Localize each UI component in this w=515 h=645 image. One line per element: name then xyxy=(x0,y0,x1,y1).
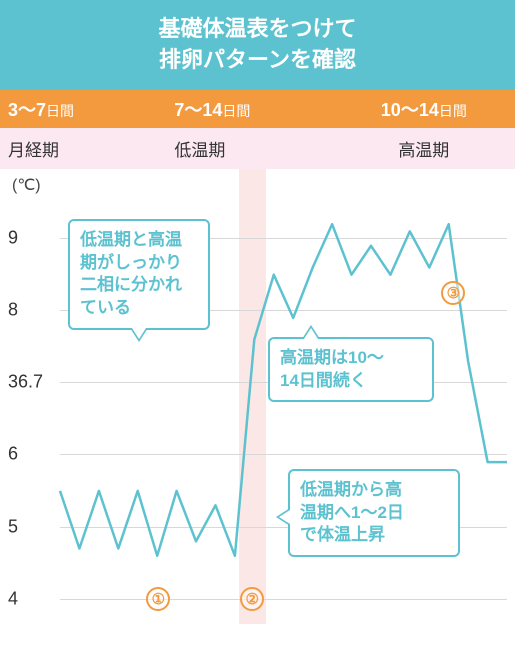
title-bar: 基礎体温表をつけて 排卵パターンを確認 xyxy=(0,0,515,90)
title-line-1: 基礎体温表をつけて xyxy=(8,14,507,45)
period-seg-2: 10～14日間 xyxy=(341,96,507,122)
callout-2: 低温期から高温期へ1～2日で体温上昇 xyxy=(288,469,460,558)
phase-1: 低温期 xyxy=(174,136,340,161)
callout-0: 低温期と高温期がしっかり二相に分かれている xyxy=(68,219,210,331)
period-seg-0: 3～7日間 xyxy=(8,96,174,122)
callout-tail xyxy=(130,328,148,342)
annotation-marker-1: ① xyxy=(146,587,170,611)
chart-area: (℃) 9836.7654低温期と高温期がしっかり二相に分かれている高温期は10… xyxy=(0,169,515,629)
phase-bar: 月経期 低温期 高温期 xyxy=(0,128,515,169)
phase-0: 月経期 xyxy=(8,136,174,161)
annotation-marker-2: ② xyxy=(240,587,264,611)
callout-1: 高温期は10～14日間続く xyxy=(268,337,434,403)
callout-tail xyxy=(302,325,320,339)
callout-tail xyxy=(276,508,290,526)
period-bar: 3～7日間 7～14日間 10～14日間 xyxy=(0,90,515,128)
period-seg-1: 7～14日間 xyxy=(174,96,340,122)
infographic-root: 基礎体温表をつけて 排卵パターンを確認 3～7日間 7～14日間 10～14日間… xyxy=(0,0,515,645)
title-line-2: 排卵パターンを確認 xyxy=(8,45,507,76)
phase-2: 高温期 xyxy=(341,136,507,161)
annotation-marker-3: ③ xyxy=(441,281,465,305)
